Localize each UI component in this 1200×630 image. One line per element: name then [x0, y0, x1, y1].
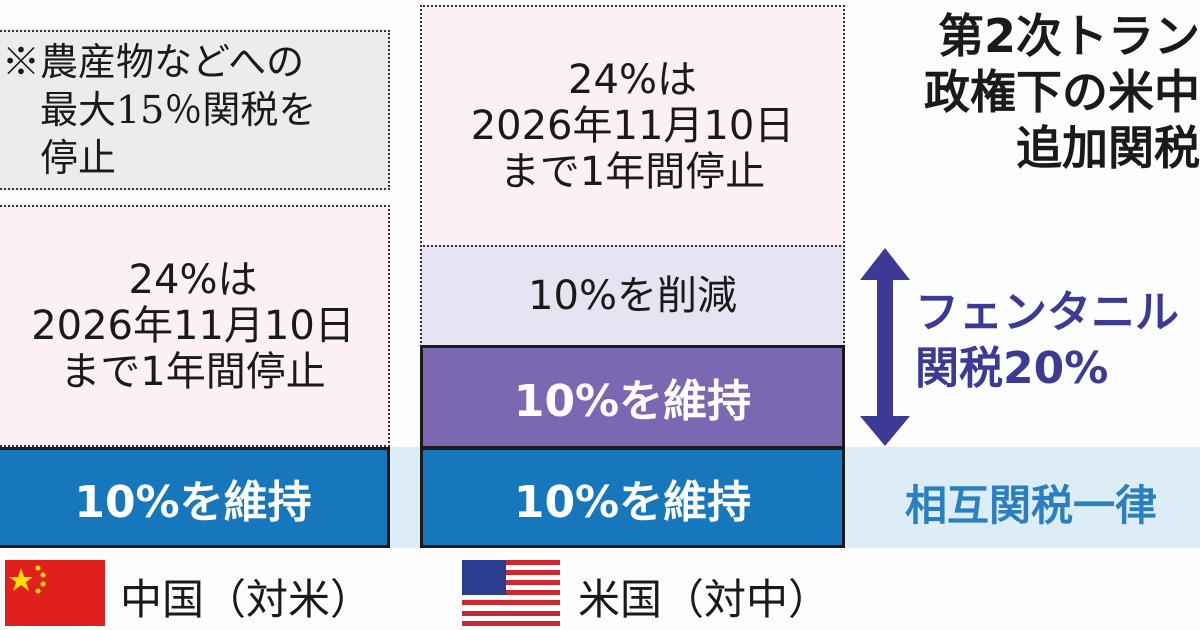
kept-label: 10%を維持 [74, 476, 312, 528]
kept-label: 10%を維持 [513, 376, 752, 427]
note-line: 最大15％関税を [40, 88, 317, 132]
reciprocal-label: 相互関税一律 [905, 481, 1158, 530]
china-note-box: ※農産物などへの 最大15％関税を 停止 [0, 30, 390, 190]
title: 第2次トラン 政権下の米中 追加関税 [870, 8, 1200, 176]
suspended-line: 2026年11月10日 [470, 103, 795, 149]
us-fentanyl-kept-box: 10%を維持 [420, 345, 845, 449]
kept-label: 10%を維持 [513, 476, 752, 528]
title-line: 政権下の米中 [924, 65, 1200, 119]
us-label: 米国（対中） [578, 575, 831, 624]
suspended-line: まで1年間停止 [60, 349, 326, 395]
title-line: 第2次トラン [937, 9, 1200, 63]
china-kept-box: 10%を維持 [0, 447, 390, 548]
china-suspended-box: 24%は 2026年11月10日 まで1年間停止 [0, 205, 390, 447]
suspended-line: 24%は [128, 257, 258, 303]
suspended-line: まで1年間停止 [499, 149, 766, 195]
fentanyl-line: フェンタニル [915, 287, 1179, 338]
suspended-line: 2026年11月10日 [31, 303, 355, 349]
reduced-label: 10%を削減 [528, 273, 737, 319]
double-arrow-icon [860, 248, 910, 446]
title-line: 追加関税 [1016, 121, 1200, 175]
us-suspended-box: 24%は 2026年11月10日 まで1年間停止 [420, 5, 845, 247]
fentanyl-label: フェンタニル 関税20% [915, 285, 1179, 397]
us-flag-icon [462, 560, 560, 626]
us-kept-box: 10%を維持 [420, 447, 845, 548]
us-reduced-box: 10%を削減 [420, 245, 845, 347]
china-label: 中国（対米） [120, 575, 373, 624]
fentanyl-line: 関税20% [915, 343, 1109, 394]
note-line: 停止 [40, 136, 117, 180]
china-flag-icon [5, 560, 105, 626]
suspended-line: 24%は [568, 57, 697, 103]
note-line: ※農産物などへの [2, 40, 305, 84]
